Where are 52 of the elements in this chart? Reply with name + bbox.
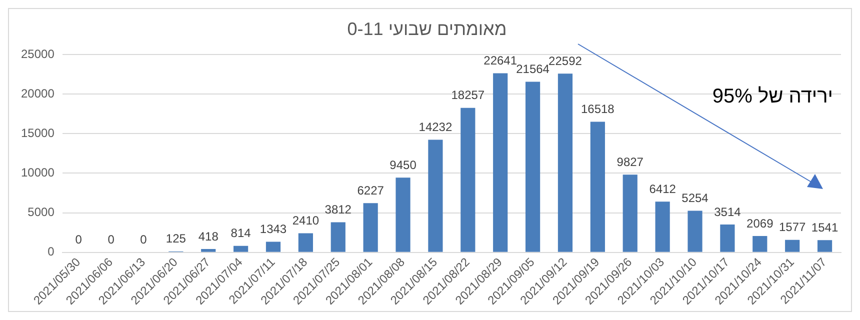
bar [590, 122, 605, 252]
data-label: 418 [198, 229, 219, 244]
bar [493, 73, 508, 252]
data-label: 21564 [516, 62, 550, 76]
bar [298, 233, 313, 252]
bar [752, 236, 768, 252]
bar [234, 246, 248, 252]
chart-title: מאומתים שבועי 0-11 [347, 18, 507, 39]
bar [525, 82, 540, 252]
data-label: 2410 [292, 214, 320, 228]
data-label: 6227 [357, 183, 384, 198]
data-label: 9827 [616, 154, 644, 169]
bar [363, 203, 378, 252]
bar [622, 174, 638, 252]
data-label: 6412 [649, 182, 676, 196]
y-tick-label: 15000 [20, 126, 55, 140]
data-label: 125 [166, 232, 186, 246]
data-label: 3514 [714, 204, 742, 219]
data-label: 16518 [580, 102, 615, 116]
bar [428, 140, 443, 252]
bar [785, 240, 800, 252]
bar [396, 178, 410, 252]
bar [201, 249, 216, 252]
bar [817, 240, 832, 252]
y-tick-label: 25000 [20, 46, 55, 61]
data-label: 1577 [778, 220, 806, 234]
y-tick-label: 20000 [20, 86, 55, 100]
data-label: 22641 [484, 54, 518, 68]
data-label: 5254 [682, 191, 709, 206]
bar [460, 108, 476, 252]
bar [558, 74, 573, 252]
data-label: 1343 [260, 222, 287, 236]
data-label: 0 [75, 232, 82, 247]
data-label: 14232 [418, 120, 452, 134]
data-label: 3812 [324, 202, 352, 217]
data-label: 0 [140, 232, 148, 247]
data-label: 9450 [390, 158, 417, 172]
data-label: 0 [108, 232, 115, 247]
y-tick-label: 5000 [28, 205, 55, 220]
bar [720, 224, 735, 252]
data-label: 18257 [451, 88, 485, 102]
y-tick-label: 0 [48, 244, 55, 259]
bar [688, 210, 702, 252]
annotation: ירידה של 95% [712, 86, 833, 108]
bar [655, 202, 670, 252]
bar [330, 222, 346, 252]
data-label: 2069 [746, 216, 774, 230]
data-label: 1541 [811, 220, 838, 234]
data-label: 814 [230, 226, 252, 240]
y-tick-label: 10000 [20, 166, 55, 180]
data-label: 22592 [548, 54, 582, 68]
bar [266, 242, 281, 252]
